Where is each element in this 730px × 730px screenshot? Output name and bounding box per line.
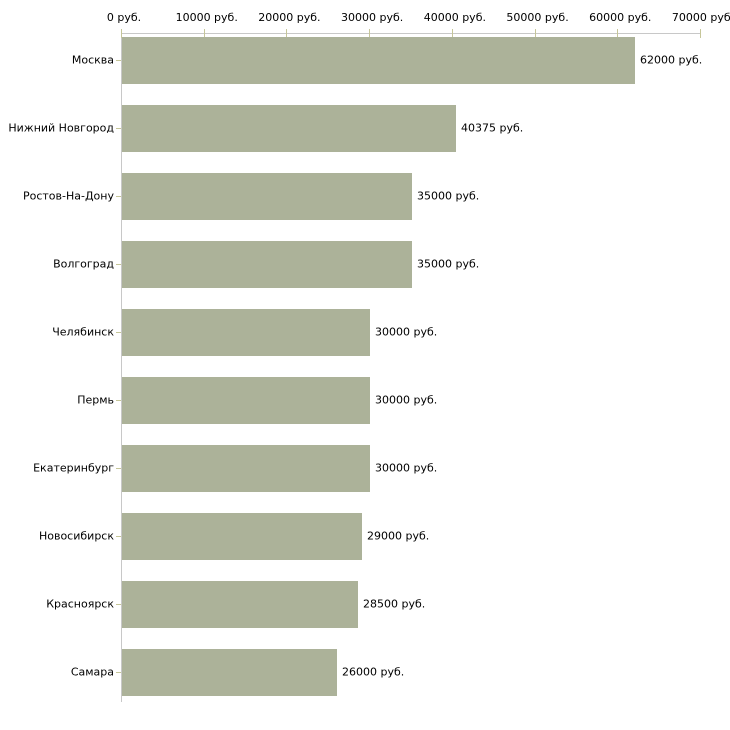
value-label: 26000 руб. [342, 665, 405, 679]
x-axis-tick [617, 29, 619, 38]
value-label: 62000 руб. [640, 53, 703, 67]
x-axis-tick-label: 40000 руб. [423, 11, 486, 24]
value-label: 35000 руб. [417, 189, 480, 203]
x-axis-tick-label: 10000 руб. [175, 11, 238, 24]
value-label: 30000 руб. [375, 461, 438, 475]
category-label: Нижний Новгород [8, 121, 114, 135]
category-label: Новосибирск [38, 529, 114, 543]
bar [122, 581, 358, 628]
category-label: Красноярск [46, 597, 114, 611]
value-label: 30000 руб. [375, 325, 438, 339]
x-axis-tick [286, 29, 288, 38]
x-axis-tick-label: 0 руб. [106, 11, 142, 24]
value-label: 30000 руб. [375, 393, 438, 407]
value-label: 29000 руб. [367, 529, 430, 543]
bar [122, 649, 337, 696]
x-axis-tick [700, 29, 701, 38]
x-axis-tick [369, 29, 371, 38]
value-label: 35000 руб. [417, 257, 480, 271]
category-tick [116, 536, 121, 537]
value-label: 40375 руб. [461, 121, 524, 135]
x-axis-tick [451, 29, 453, 38]
category-tick [116, 604, 121, 605]
x-axis-tick-label: 60000 руб. [589, 11, 652, 24]
bar [122, 309, 370, 356]
x-axis-tick-label: 20000 руб. [258, 11, 321, 24]
category-tick [116, 264, 121, 265]
category-label: Самара [70, 665, 114, 679]
category-tick [116, 60, 121, 61]
category-tick [116, 128, 121, 129]
x-axis-line [121, 33, 700, 34]
x-axis-tick [121, 29, 122, 38]
bar [122, 513, 362, 560]
bar [122, 445, 370, 492]
bar [122, 377, 370, 424]
bar [122, 173, 412, 220]
category-tick [116, 672, 121, 673]
bar [122, 37, 635, 84]
category-label: Пермь [77, 393, 114, 407]
x-axis-tick-label: 70000 руб. [671, 11, 730, 24]
category-tick [116, 468, 121, 469]
bar [122, 105, 456, 152]
category-tick [116, 332, 121, 333]
category-tick [116, 196, 121, 197]
x-axis-tick-label: 30000 руб. [341, 11, 404, 24]
x-axis-tick [534, 29, 536, 38]
category-tick [116, 400, 121, 401]
value-label: 28500 руб. [363, 597, 426, 611]
category-label: Москва [71, 53, 114, 67]
x-axis-tick-label: 50000 руб. [506, 11, 569, 24]
x-axis-tick [203, 29, 205, 38]
category-label: Челябинск [52, 325, 114, 339]
y-axis-line [121, 33, 122, 702]
category-label: Ростов-На-Дону [22, 189, 114, 203]
category-label: Екатеринбург [33, 461, 114, 475]
bar [122, 241, 412, 288]
category-label: Волгоград [53, 257, 114, 271]
